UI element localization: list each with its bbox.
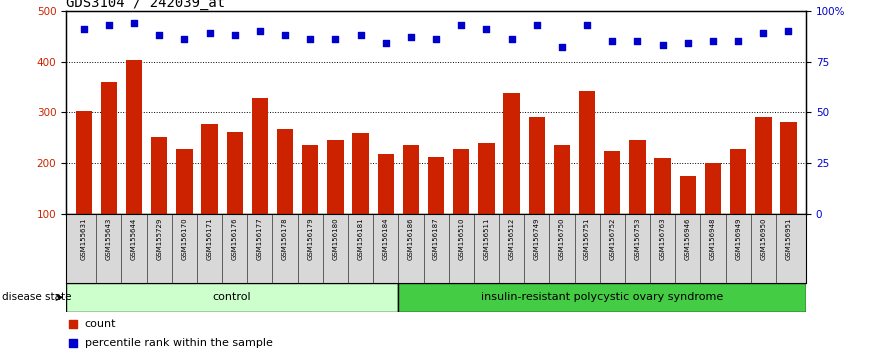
Text: GSM156751: GSM156751 [584,218,590,260]
Point [631,38,645,44]
Bar [378,154,394,214]
Bar [705,163,722,214]
Point [756,30,770,36]
Point [580,22,594,28]
Bar [503,93,520,214]
Text: GSM155631: GSM155631 [81,218,86,260]
Point [278,32,292,38]
Point [353,32,367,38]
Point [529,22,544,28]
Bar [277,129,293,214]
Bar [176,149,193,214]
Text: GSM156184: GSM156184 [382,218,389,260]
Point [152,32,167,38]
Point [102,22,116,28]
Bar [403,145,419,214]
Point [706,38,720,44]
Bar [781,121,796,214]
Point [303,36,317,42]
Bar [655,158,670,214]
Point [605,38,619,44]
Point [379,40,393,46]
Point [731,38,745,44]
Bar [398,283,806,312]
Text: GSM156763: GSM156763 [660,218,666,260]
Point [505,36,519,42]
Point [177,36,191,42]
Bar [352,133,369,214]
Bar [151,137,167,214]
Point [403,34,418,40]
Text: GSM156181: GSM156181 [358,218,364,260]
Bar [76,112,92,214]
Text: GSM156510: GSM156510 [458,218,464,260]
Text: GSM156946: GSM156946 [685,218,691,260]
Bar [755,118,772,214]
Text: disease state: disease state [2,292,71,302]
Bar [629,141,646,214]
Text: GSM156749: GSM156749 [534,218,540,260]
Bar [302,145,318,214]
Bar [252,98,268,214]
Point [127,20,141,25]
Text: GSM156948: GSM156948 [710,218,716,260]
Point [253,28,267,34]
Text: GSM156179: GSM156179 [307,218,314,260]
Text: GSM155729: GSM155729 [156,218,162,260]
Bar [202,124,218,214]
Bar [604,150,620,214]
Point [66,341,80,346]
Text: GSM156187: GSM156187 [433,218,439,260]
Text: GSM156752: GSM156752 [610,218,615,260]
Point [455,22,469,28]
Point [555,45,569,50]
Text: GSM156176: GSM156176 [232,218,238,260]
Text: percentile rank within the sample: percentile rank within the sample [85,338,272,348]
Point [203,30,217,36]
Text: GSM156171: GSM156171 [206,218,212,260]
Text: GSM156512: GSM156512 [508,218,515,260]
Text: GSM155643: GSM155643 [106,218,112,260]
Bar [529,118,545,214]
Bar [478,143,494,214]
Bar [730,149,746,214]
Bar [579,91,596,214]
Text: GSM156951: GSM156951 [786,218,791,260]
Bar [453,149,470,214]
Bar [554,145,570,214]
Point [66,321,80,327]
Text: GSM156178: GSM156178 [282,218,288,260]
Point [429,36,443,42]
Bar [226,132,243,214]
Bar [100,82,117,214]
Point [655,42,670,48]
Bar [126,61,142,214]
Text: GSM156186: GSM156186 [408,218,414,260]
Text: GSM156949: GSM156949 [735,218,741,260]
Text: GSM155644: GSM155644 [131,218,137,260]
Bar [428,157,444,214]
Point [479,26,493,32]
Text: GSM156177: GSM156177 [257,218,263,260]
Point [227,32,241,38]
Point [681,40,695,46]
Bar [66,283,398,312]
Text: insulin-resistant polycystic ovary syndrome: insulin-resistant polycystic ovary syndr… [481,292,723,302]
Text: GSM156753: GSM156753 [634,218,640,260]
Text: GSM156950: GSM156950 [760,218,766,260]
Point [77,26,91,32]
Text: GSM156170: GSM156170 [181,218,188,260]
Point [329,36,343,42]
Text: GDS3104 / 242039_at: GDS3104 / 242039_at [66,0,226,10]
Text: GSM156750: GSM156750 [559,218,565,260]
Point [781,28,796,34]
Bar [679,176,696,214]
Text: count: count [85,319,116,329]
Bar [327,141,344,214]
Text: control: control [212,292,251,302]
Text: GSM156180: GSM156180 [332,218,338,260]
Text: GSM156511: GSM156511 [484,218,490,260]
